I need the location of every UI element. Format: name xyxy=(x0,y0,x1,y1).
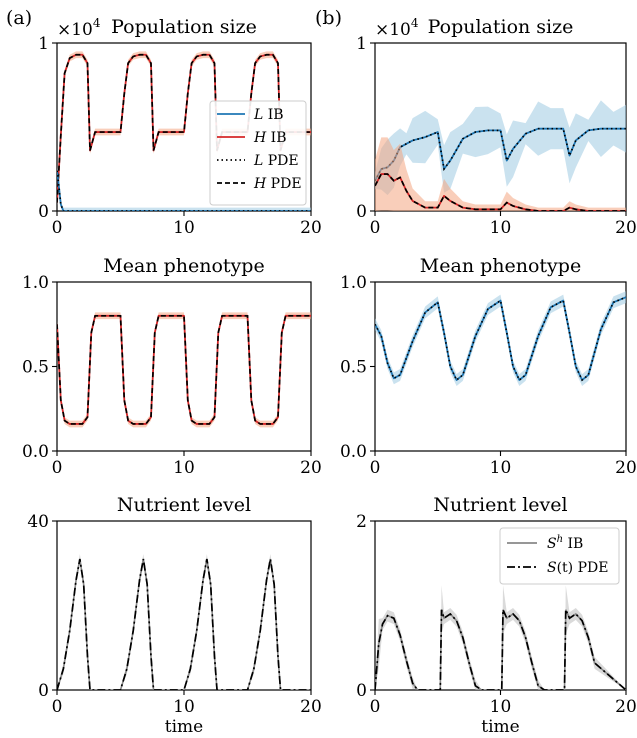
y-tick-label: 0.5 xyxy=(340,358,367,378)
x-tick-label: 10 xyxy=(173,218,195,238)
series-pde-l-ib xyxy=(375,127,626,182)
plot-area xyxy=(57,51,311,211)
legend-label: H IB xyxy=(253,130,287,146)
axes-frame xyxy=(56,520,312,691)
x-tick-label: 20 xyxy=(615,458,637,478)
series-band-l-ib xyxy=(375,291,626,386)
panel-label-a: (a) xyxy=(6,7,32,29)
series-pde-h-ib xyxy=(375,173,626,211)
x-tick-label: 20 xyxy=(615,218,637,238)
y-tick-label: 0.0 xyxy=(340,442,367,462)
x-axis-label: time xyxy=(481,717,519,737)
legend-label: H PDE xyxy=(253,176,302,192)
series-pde-s-t-pde xyxy=(375,609,626,690)
plot-area xyxy=(375,585,626,690)
subplot-2: Population size 0 10 20 0 1 ×104 xyxy=(356,16,637,238)
x-tick-label: 0 xyxy=(52,458,63,478)
x-axis-label: time xyxy=(165,717,203,737)
legend-box xyxy=(499,527,620,585)
subplot-title: Mean phenotype xyxy=(103,255,264,277)
x-tick-label: 0 xyxy=(370,218,381,238)
y-tick-label: 1.0 xyxy=(22,273,49,293)
y-tick-label: 0 xyxy=(38,681,49,701)
x-tick-label: 10 xyxy=(173,458,195,478)
x-tick-label: 20 xyxy=(300,697,322,717)
y-tick-label: 0 xyxy=(38,202,49,222)
x-tick-label: 20 xyxy=(300,218,322,238)
x-tick-label: 0 xyxy=(370,697,381,717)
series-line-sh-ib xyxy=(57,558,311,690)
subplot-title: Population size xyxy=(111,16,257,38)
axes-frame xyxy=(374,281,627,452)
plot-area xyxy=(57,553,311,690)
x-tick-label: 10 xyxy=(490,458,512,478)
series-pde-s-t-pde xyxy=(57,558,311,690)
subplot-title: Mean phenotype xyxy=(420,255,581,277)
x-tick-label: 0 xyxy=(52,218,63,238)
series-pde-h-ib xyxy=(57,53,311,203)
panel-label-b: (b) xyxy=(315,7,342,29)
x-tick-label: 10 xyxy=(490,218,512,238)
subplot-title: Population size xyxy=(428,16,574,38)
subplot-title: Nutrient level xyxy=(117,494,251,516)
y-scale-note: ×104 xyxy=(375,16,419,40)
subplot-title: Nutrient level xyxy=(433,494,567,516)
legend-label: S(t) PDE xyxy=(547,560,608,576)
y-scale-note: ×104 xyxy=(57,16,101,40)
legend-label: Sh IB xyxy=(547,534,583,552)
legend-nutrient: Sh IB S(t) PDE xyxy=(499,527,620,585)
y-tick-label: 1 xyxy=(356,34,367,54)
y-tick-label: 0 xyxy=(356,202,367,222)
series-line-l-ib xyxy=(375,296,626,381)
legend-box xyxy=(209,100,307,206)
series-band-h-ib xyxy=(375,137,626,211)
legend-population: L IB H IB L PDE H PDE xyxy=(209,100,307,206)
y-tick-label: 0.0 xyxy=(22,442,49,462)
series-pde-h-ib xyxy=(57,314,311,425)
x-tick-label: 0 xyxy=(52,697,63,717)
x-tick-label: 10 xyxy=(173,697,195,717)
y-tick-label: 0.5 xyxy=(22,358,49,378)
y-tick-label: 1.0 xyxy=(340,273,367,293)
y-tick-label: 2 xyxy=(356,512,367,532)
subplot-3: Mean phenotype 0 10 20 0.0 0.5 1.0 xyxy=(22,255,322,478)
plot-area xyxy=(375,291,626,386)
subplot-5: Nutrient level 0 10 20 0 40 time xyxy=(27,494,321,737)
x-tick-label: 10 xyxy=(490,697,512,717)
subplot-4: Mean phenotype 0 10 20 0.0 0.5 1.0 xyxy=(340,255,637,478)
y-tick-label: 0 xyxy=(356,681,367,701)
plot-area xyxy=(375,100,626,211)
plot-area xyxy=(57,312,311,428)
legend-label: L IB xyxy=(253,107,284,123)
x-tick-label: 0 xyxy=(370,458,381,478)
subplot-1: Population size 0 10 20 0 1 ×104 xyxy=(38,16,322,238)
x-tick-label: 20 xyxy=(615,697,637,717)
y-tick-label: 1 xyxy=(38,34,49,54)
series-line-l-ib xyxy=(57,170,311,211)
series-line-h-ib xyxy=(57,314,311,425)
series-band-l-ib xyxy=(375,100,626,196)
y-tick-label: 40 xyxy=(27,512,49,532)
subplot-6: Nutrient level 0 10 20 0 2 time xyxy=(356,494,637,737)
x-tick-label: 20 xyxy=(300,458,322,478)
legend-label: L PDE xyxy=(253,153,299,169)
